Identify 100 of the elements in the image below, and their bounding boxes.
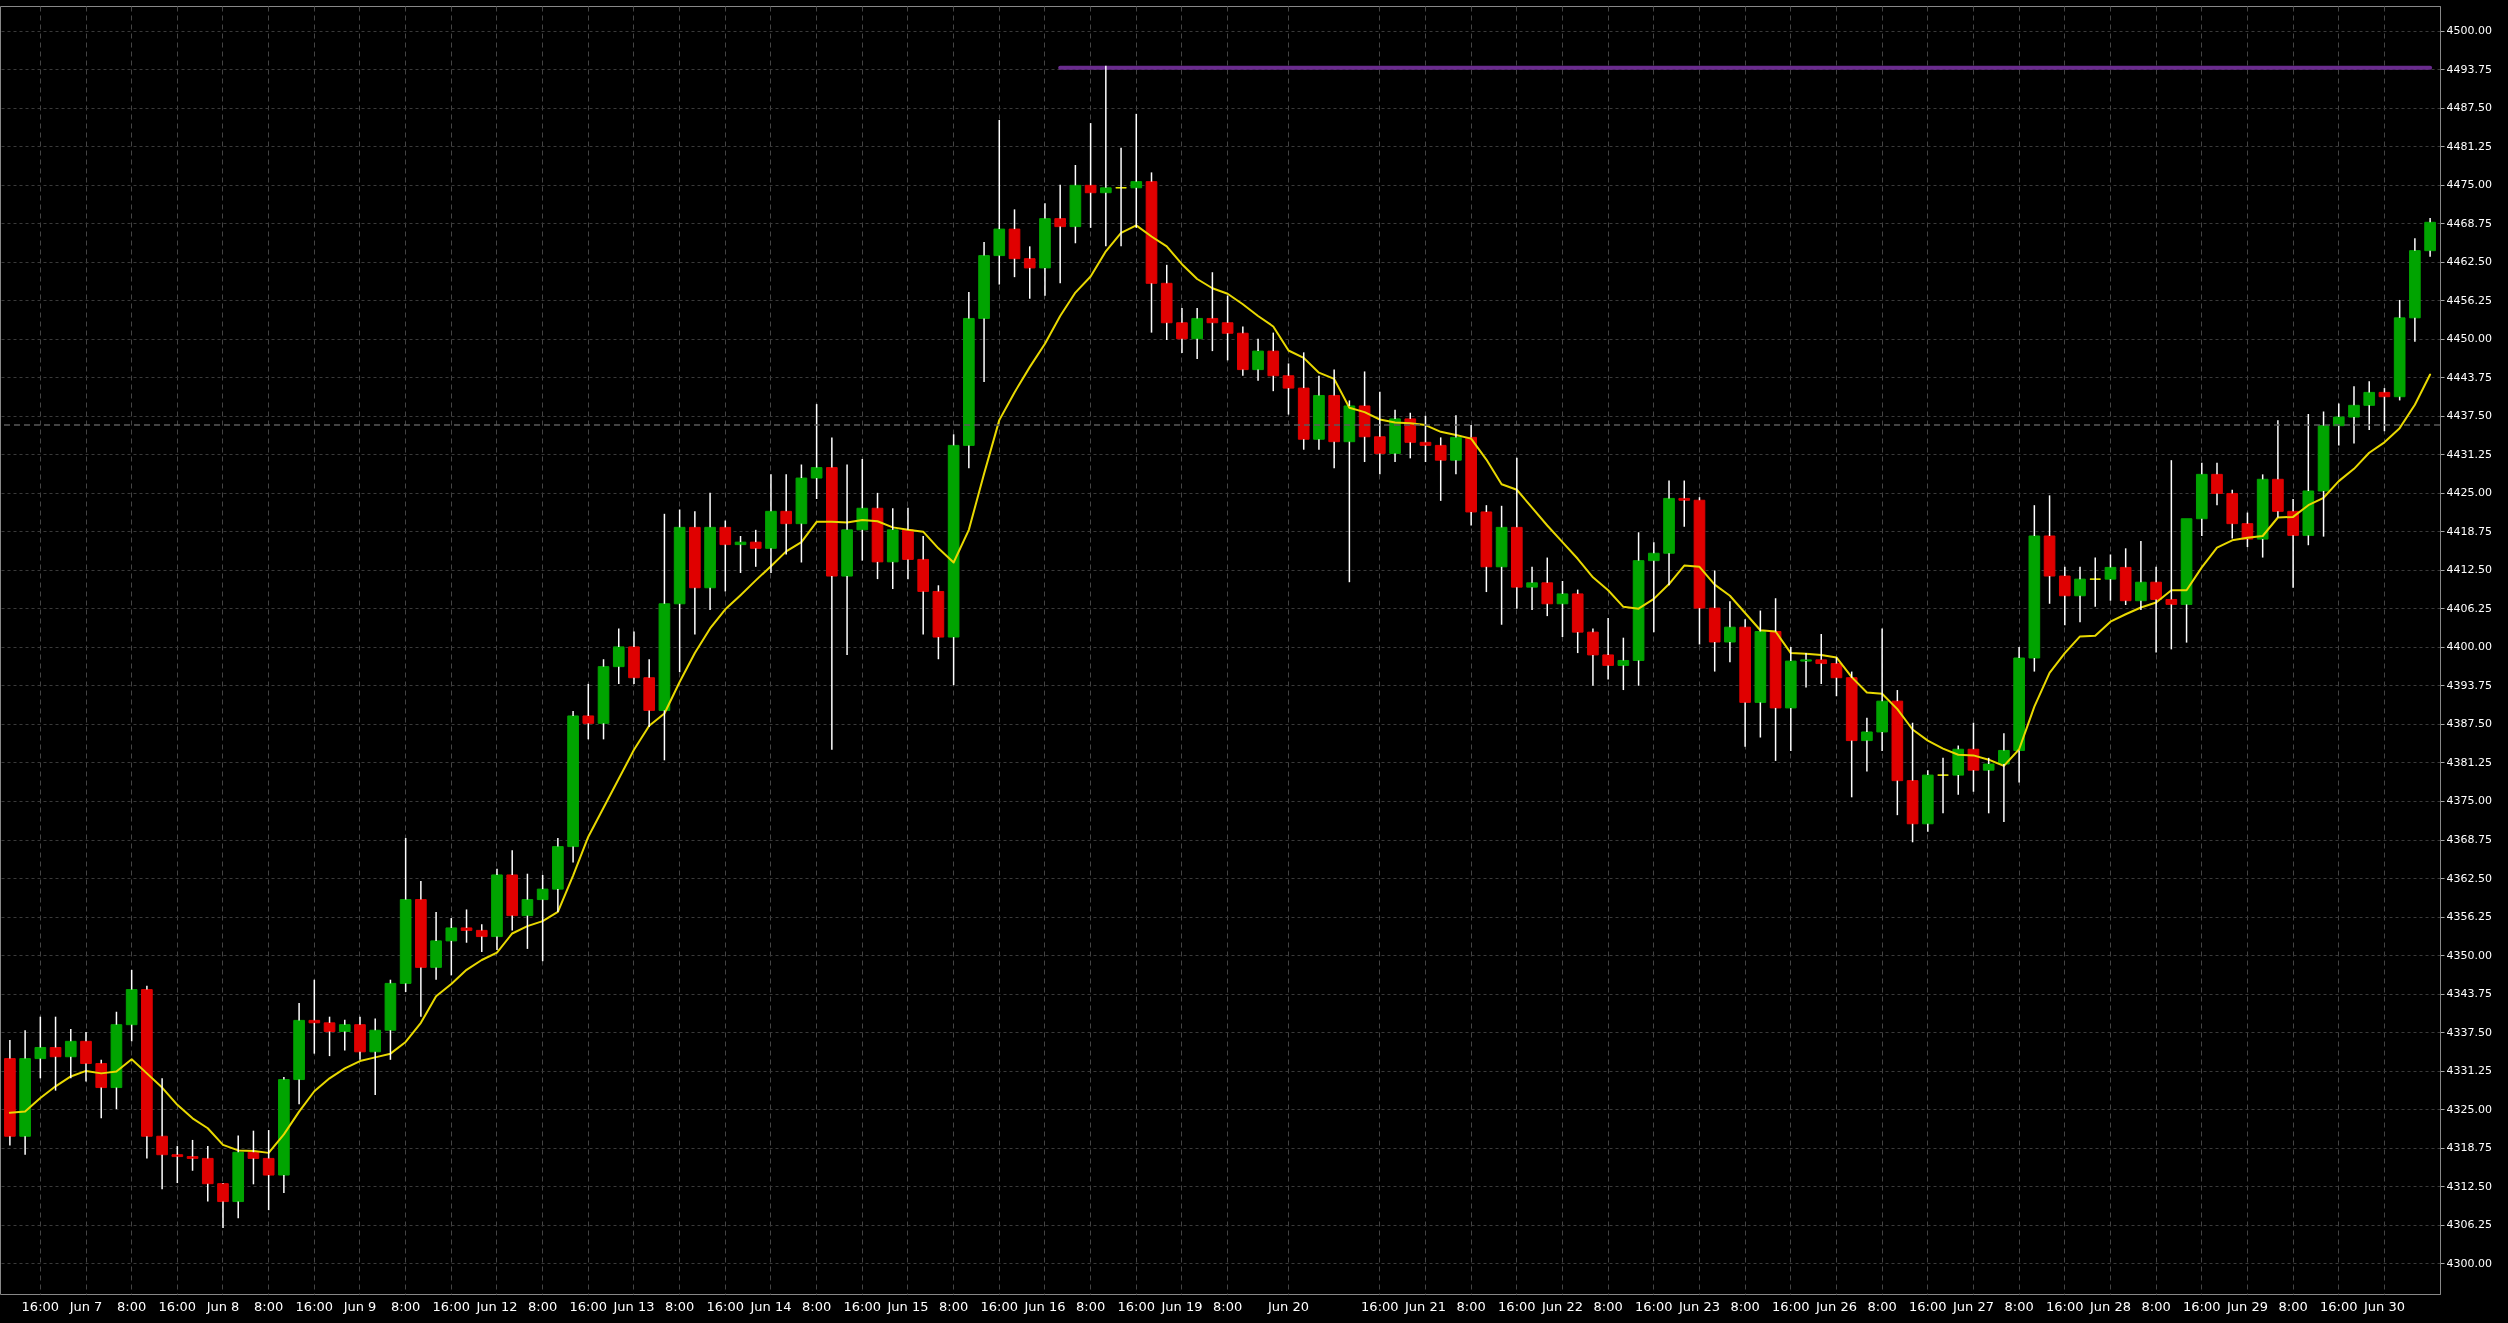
x-tick-label: 8:00 [1867,1298,1897,1314]
candlestick [2058,566,2071,627]
x-tick-label: 8:00 [117,1298,147,1314]
x-tick-label: Jun 16 [1023,1298,1066,1314]
candlestick [201,1145,214,1203]
candlestick [293,1002,305,1105]
y-tick-label: 4306.25 [2446,1218,2492,1232]
y-tick-label: 4343.75 [2446,987,2492,1001]
x-tick-label: 16:00 [158,1298,197,1314]
y-tick-label: 4400.00 [2446,640,2492,654]
candlestick [1465,424,1477,527]
y-tick-label: 4425.00 [2446,486,2492,500]
candlestick [247,1129,260,1186]
candlestick [2211,461,2223,506]
candlestick [1328,368,1340,469]
y-tick-label: 4412.50 [2446,563,2492,577]
candlestick [34,1015,47,1080]
candlestick [2363,380,2376,431]
candlestick [1084,122,1097,229]
candlestick [2180,518,2193,644]
candlestick [1100,65,1112,248]
candlestick [1039,202,1051,297]
y-tick-label: 4462.50 [2446,255,2492,269]
candlestick [217,1183,229,1229]
candlestick [2165,459,2178,651]
x-tick-label: 16:00 [1909,1298,1947,1314]
candlestick [1115,146,1127,248]
y-tick-label: 4375.00 [2446,794,2492,808]
y-tick-label: 4368.75 [2446,833,2492,846]
x-tick-label: 16:00 [1635,1298,1673,1314]
candlestick [95,1059,108,1120]
candlestick [1130,113,1143,229]
y-tick-label: 4325.00 [2446,1102,2492,1116]
x-tick-label: 8:00 [1213,1298,1243,1314]
candlestick [978,241,990,383]
candlestick [2195,461,2208,537]
candlestick [1937,757,1949,815]
x-tick-label: Jun 27 [1951,1298,1994,1314]
candlestick [658,513,671,762]
y-tick-label: 4300.00 [2446,1256,2492,1270]
y-tick-label: 4468.75 [2446,216,2492,230]
candlestick [2348,385,2360,445]
candlestick [567,710,579,864]
y-tick-label: 4318.75 [2446,1141,2492,1155]
candlestick [491,868,503,951]
candlestick [628,630,640,685]
candlestick [1998,732,2010,823]
x-tick-label: 16:00 [1117,1298,1156,1314]
candlestick [1663,479,1675,587]
x-tick-label: 16:00 [432,1298,471,1314]
x-tick-label: Jun 28 [2088,1298,2131,1314]
candlestick [1587,627,1599,687]
y-tick-label: 4387.50 [2446,717,2492,731]
x-tick-label: Jun 15 [886,1298,929,1314]
candlestick [841,463,853,656]
x-tick-label: 16:00 [295,1298,334,1314]
candlestick [1602,617,1614,681]
x-tick-label: Jun 7 [68,1298,103,1314]
x-tick-label: 8:00 [939,1298,969,1314]
candlestick [475,923,488,953]
candlestick [1739,618,1751,748]
candlestick [1708,569,1721,673]
candlestick [689,510,701,636]
candlestick [521,872,534,950]
candlestick [1647,541,1660,633]
x-tick-label: 8:00 [802,1298,832,1314]
y-tick-label: 4418.75 [2446,524,2492,538]
candlestick [232,1134,245,1219]
candlestick [49,1015,62,1092]
x-tick-label: Jun 21 [1403,1298,1446,1314]
candlestick [1176,307,1188,354]
candlestick [1495,505,1508,626]
candlestick [1617,636,1630,691]
y-tick-label: 4337.50 [2446,1025,2492,1039]
candlestick [1724,600,1736,664]
x-tick-label: 16:00 [843,1298,882,1314]
y-tick-label: 4475.00 [2446,178,2492,192]
candlestick [780,473,793,556]
candlestick [643,658,656,728]
x-tick-label: 16:00 [706,1298,745,1314]
x-tick-label: Jun 8 [205,1298,240,1314]
candlestick [430,911,442,981]
candlestick [1921,769,1934,833]
candlestick [369,1017,382,1096]
y-tick-label: 4450.00 [2446,332,2492,346]
candlestick [2424,217,2436,258]
candlestick [1008,208,1021,278]
candlestick [1906,721,1919,844]
y-tick-label: 4312.50 [2446,1179,2492,1193]
y-tick-label: 4350.00 [2446,948,2492,962]
x-tick-label: 8:00 [1456,1298,1486,1314]
x-tick-label: Jun 12 [475,1298,518,1314]
candlestick [2013,646,2025,784]
candlestick [1815,633,1828,685]
candlestick [1191,307,1203,360]
candlestick [886,507,899,590]
candlestick [2074,566,2086,624]
candlestick [1526,566,1538,611]
x-tick-label: Jun 19 [1160,1298,1203,1314]
candlestick [2409,237,2421,343]
